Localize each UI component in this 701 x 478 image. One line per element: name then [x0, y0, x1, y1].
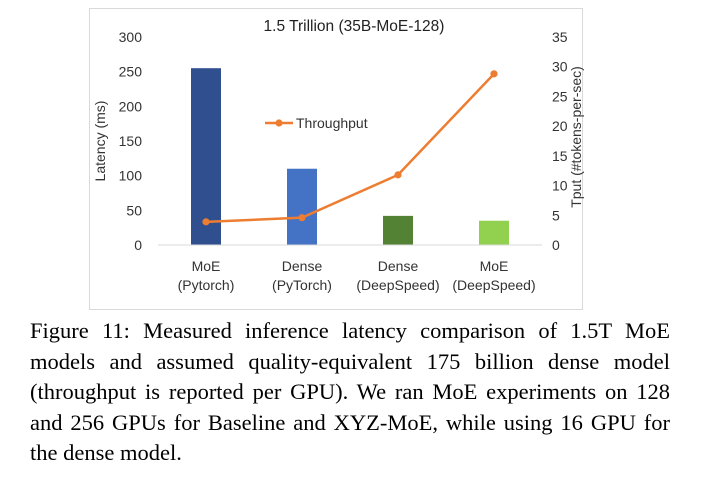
- x-tick-label: MoE: [192, 258, 221, 274]
- legend-marker: [275, 119, 283, 127]
- throughput-point: [202, 218, 210, 226]
- chart-frame: 1.5 Trillion (35B-MoE-128) 0 50 100 150 200 2…: [89, 8, 584, 310]
- bar: [287, 168, 317, 245]
- x-tick-label: (DeepSpeed): [356, 277, 439, 293]
- bar: [479, 220, 509, 245]
- y-tick-label: 100: [119, 168, 143, 184]
- y-tick-label: 0: [134, 237, 142, 253]
- chart-svg: 1.5 Trillion (35B-MoE-128) 0501001502002…: [92, 18, 584, 293]
- y2-tick-label: 0: [552, 237, 560, 253]
- legend-label: Throughput: [296, 115, 368, 131]
- y2-tick-label: 25: [552, 88, 568, 104]
- x-tick-label: (PyTorch): [272, 277, 332, 293]
- y2-tick-label: 5: [552, 207, 560, 223]
- x-tick-label: MoE: [480, 258, 509, 274]
- throughput-point: [298, 214, 306, 222]
- y2-tick-label: 30: [552, 59, 568, 75]
- bar: [191, 68, 221, 245]
- throughput-line: [205, 72, 495, 224]
- bar: [383, 215, 413, 245]
- y2-tick-label: 20: [552, 118, 568, 134]
- y-tick-label: 50: [126, 202, 142, 218]
- throughput-point: [490, 70, 498, 78]
- y2-tick-label: 10: [552, 178, 568, 194]
- y-tick-label: 250: [119, 64, 143, 80]
- y2-axis-title: Tput (#tokens-per-sec): [568, 66, 584, 208]
- y-tick-label: 200: [119, 98, 143, 114]
- y-tick-label: 150: [119, 133, 143, 149]
- figure-caption: Figure 11: Measured inference latency co…: [30, 318, 670, 465]
- y-axis-title: Latency (ms): [92, 101, 108, 182]
- y2-tick-label: 15: [552, 148, 568, 164]
- plot-layer: 0 50 100 150 200 250 300 0 5 10 15 20 25 30 35 Latency …: [92, 29, 584, 293]
- chart-title: 1.5 Trillion (35B-MoE-128): [264, 18, 445, 35]
- x-tick-label: (Pytorch): [178, 277, 235, 293]
- x-tick-label: Dense: [378, 258, 419, 274]
- throughput-point: [394, 171, 402, 179]
- x-tick-label: Dense: [282, 258, 323, 274]
- x-tick-label: (DeepSpeed): [452, 277, 535, 293]
- y2-tick-label: 35: [552, 29, 568, 45]
- y-tick-label: 300: [119, 29, 143, 45]
